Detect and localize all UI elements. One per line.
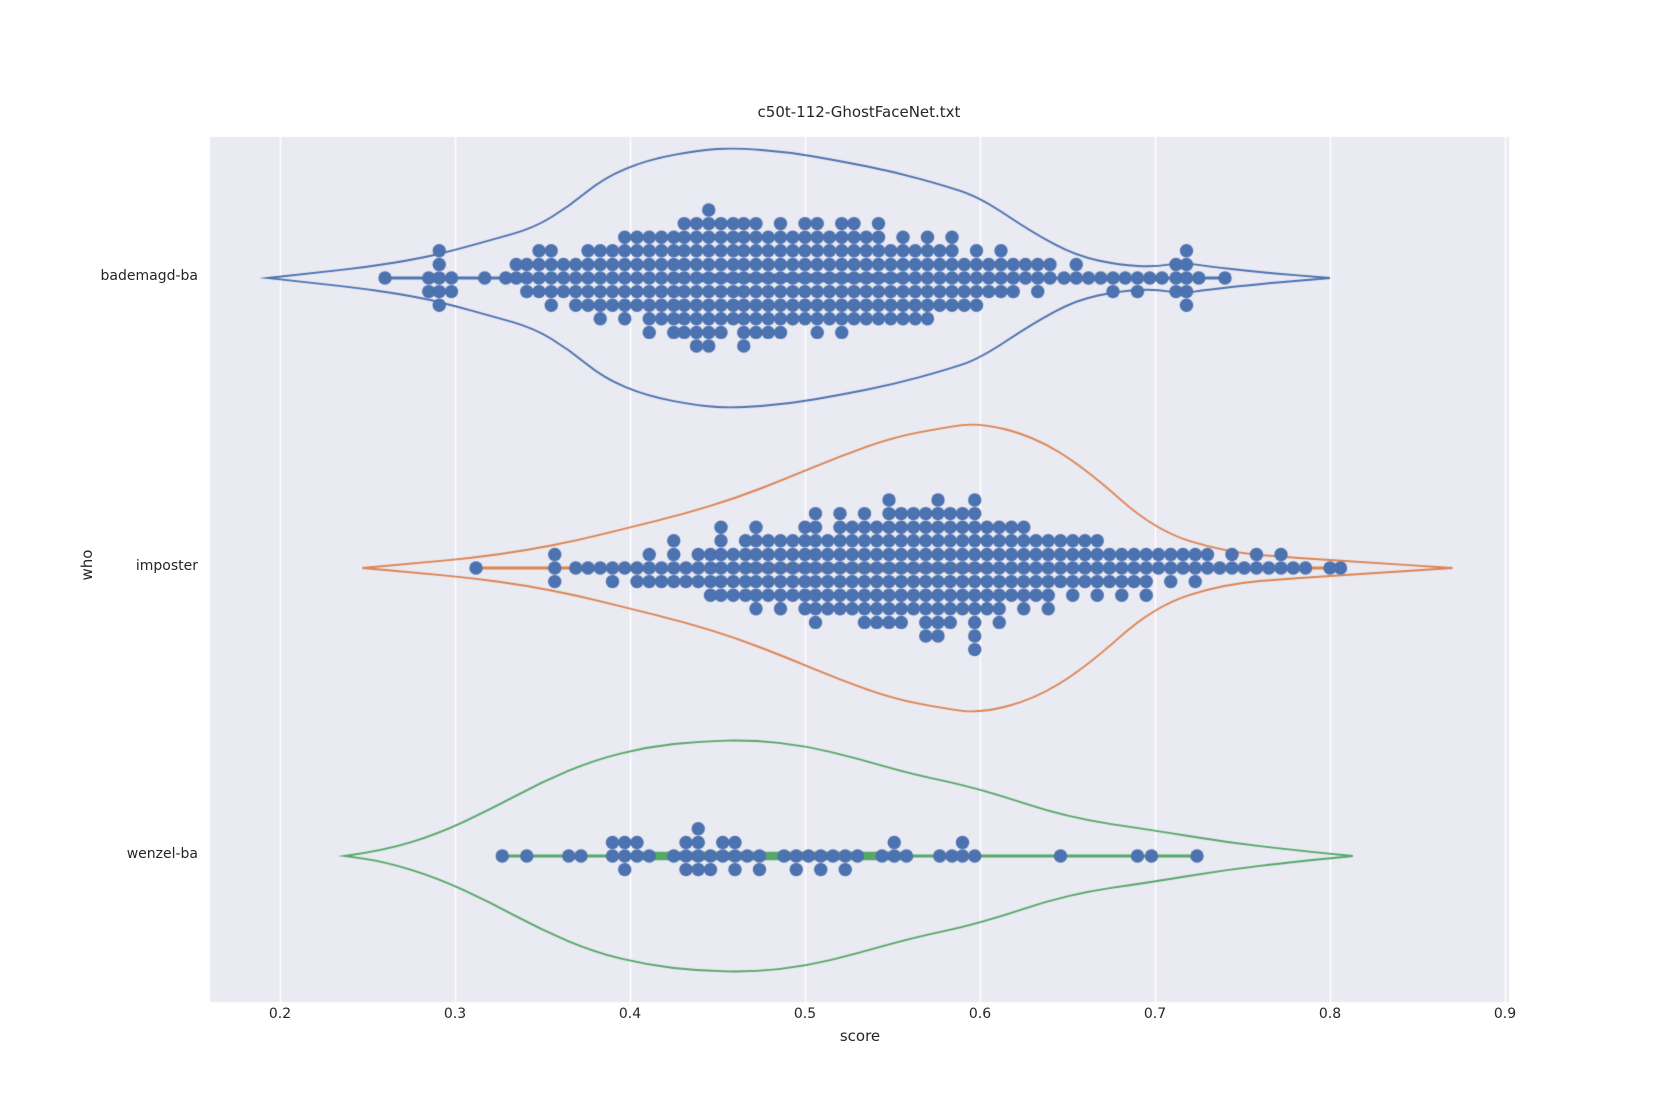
x-tick-label: 0.4	[618, 1006, 642, 1022]
y-axis-label: who	[78, 549, 96, 581]
x-tick-label: 0.8	[1318, 1006, 1342, 1022]
x-tick-label: 0.9	[1493, 1006, 1517, 1022]
x-tick-label: 0.3	[443, 1006, 467, 1022]
chart-title: c50t-112-GhostFaceNet.txt	[757, 103, 961, 121]
x-tick-label: 0.7	[1143, 1006, 1167, 1022]
y-tick-label: bademagd-ba	[100, 268, 198, 284]
x-tick-label: 0.2	[268, 1006, 292, 1022]
x-axis-label: score	[839, 1027, 881, 1045]
y-tick-label: imposter	[135, 558, 198, 574]
y-tick-label: wenzel-ba	[126, 846, 198, 862]
x-tick-label: 0.5	[793, 1006, 817, 1022]
x-tick-label: 0.6	[968, 1006, 992, 1022]
